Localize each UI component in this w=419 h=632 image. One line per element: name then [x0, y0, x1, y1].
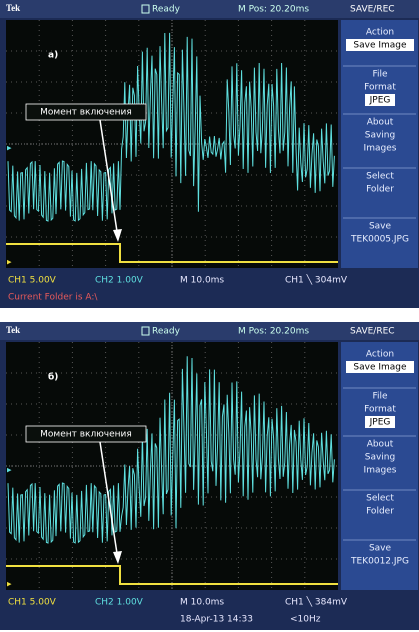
ch1-scale: CH1 5.00V [8, 598, 57, 608]
position: M Pos: 20.20ms [238, 327, 309, 337]
menu-item: File [372, 392, 388, 402]
menu-item: Folder [366, 185, 394, 195]
menu-value: JPEG [369, 96, 391, 106]
menu-item: TEK0005.JPG [350, 235, 409, 245]
mode: SAVE/REC [350, 327, 395, 337]
screenshot: Tek Ready M Pos: 20.20ms SAVE/REC ▸ ▸ а) Момент… [0, 0, 419, 632]
ch2-marker: ▸ [7, 144, 12, 154]
annotation: Момент включения [40, 430, 132, 440]
scope-panel: Tek Ready M Pos: 20.20ms SAVE/REC ▸ ▸ а) Момент… [0, 0, 419, 308]
menu-item: Action [366, 350, 394, 360]
timebase: M 10.0ms [180, 598, 224, 608]
trigger: CH1 ╲ 384mV [285, 596, 348, 608]
menu-item: Saving [365, 453, 395, 463]
menu-item: Select [366, 494, 394, 504]
menu-value: Save Image [353, 363, 407, 373]
timebase: M 10.0ms [180, 276, 224, 286]
menu-item: Format [364, 405, 396, 415]
menu-item: Images [364, 144, 397, 154]
menu-item: Format [364, 83, 396, 93]
mode: SAVE/REC [350, 5, 395, 15]
page: Tek Ready M Pos: 20.20ms SAVE/REC ▸ ▸ а) Момент… [0, 0, 419, 632]
panel-label: б) [48, 372, 58, 383]
menu-item: Images [364, 466, 397, 476]
brand: Tek [6, 325, 20, 335]
menu-item: Save [369, 222, 392, 232]
current-folder: Current Folder is A:\ [8, 293, 98, 303]
status: Ready [152, 327, 181, 337]
frequency: <10Hz [290, 615, 321, 625]
menu-item: Folder [366, 507, 394, 517]
menu-value: Save Image [353, 41, 407, 51]
ch1-scale: CH1 5.00V [8, 276, 57, 286]
menu-item: TEK0012.JPG [350, 557, 409, 567]
position: M Pos: 20.20ms [238, 5, 309, 15]
menu-item: Select [366, 172, 394, 182]
brand: Tek [6, 3, 20, 13]
trigger: CH1 ╲ 304mV [285, 274, 348, 286]
menu-item: About [367, 440, 394, 450]
date: 18-Apr-13 14:33 [180, 615, 253, 625]
menu-value: JPEG [369, 418, 391, 428]
menu-item: File [372, 70, 388, 80]
scope-panel: Tek Ready M Pos: 20.20ms SAVE/REC ▸ ▸ б) Момент… [0, 322, 419, 630]
panel-label: а) [48, 51, 58, 61]
ch1-marker: ▸ [7, 580, 12, 590]
status: Ready [152, 5, 181, 15]
ch2-scale: CH2 1.00V [95, 276, 144, 286]
ch2-marker: ▸ [7, 466, 12, 476]
menu-item: Save [369, 544, 392, 554]
menu-item: Action [366, 28, 394, 38]
menu-item: Saving [365, 131, 395, 141]
annotation: Момент включения [40, 108, 132, 118]
ch1-marker: ▸ [7, 258, 12, 268]
ch2-scale: CH2 1.00V [95, 598, 144, 608]
menu-item: About [367, 118, 394, 128]
